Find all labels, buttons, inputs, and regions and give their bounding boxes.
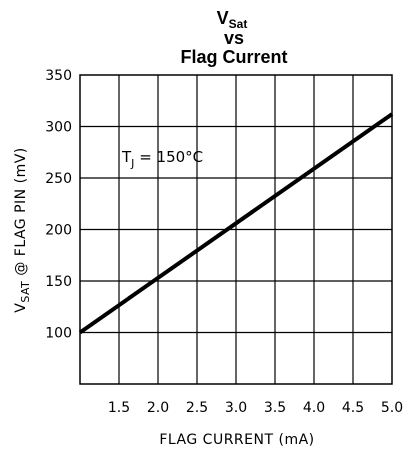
- x-tick-label: 1.5: [108, 400, 130, 416]
- x-tick-label: 3.0: [225, 400, 247, 416]
- annotation-rest: = 150°C: [134, 148, 203, 166]
- series-group: [78, 112, 394, 335]
- x-tick-label: 4.5: [342, 400, 364, 416]
- y-tick-label: 150: [45, 274, 72, 290]
- y-tick-label: 350: [45, 68, 72, 84]
- series-line-0: [78, 112, 394, 335]
- annotation-temperature: TJ = 150°C: [121, 148, 203, 170]
- y-axis-label: VSAT @ FLAG PIN (mV): [13, 147, 32, 313]
- ylabel-rest: @ FLAG PIN (mV): [13, 147, 29, 280]
- grid: [79, 74, 393, 385]
- y-tick-label: 300: [45, 120, 72, 136]
- chart-title-line2: vs: [224, 28, 244, 48]
- title-main: V: [217, 8, 229, 28]
- y-tick-label: 100: [45, 326, 72, 342]
- y-tick-labels: 100 150 200 250 300 350: [45, 68, 72, 342]
- x-tick-labels: 1.5 2.0 2.5 3.0 3.5 4.0 4.5 5.0: [108, 400, 403, 416]
- x-tick-label: 5.0: [381, 400, 403, 416]
- chart-title-line1: VSat: [217, 8, 248, 31]
- y-tick-label: 250: [45, 171, 72, 187]
- chart-title-line3: Flag Current: [180, 47, 287, 67]
- y-tick-label: 200: [45, 223, 72, 239]
- x-tick-label: 4.0: [303, 400, 325, 416]
- x-axis-label: FLAG CURRENT (mA): [159, 432, 314, 448]
- x-tick-label: 2.0: [147, 400, 169, 416]
- ylabel-sub: SAT: [19, 281, 32, 303]
- annotation-main: T: [121, 148, 132, 166]
- x-tick-label: 3.5: [264, 400, 286, 416]
- annotation-sub: J: [130, 157, 134, 170]
- x-tick-label: 2.5: [186, 400, 208, 416]
- title-sub: Sat: [229, 17, 248, 31]
- ylabel-main: V: [13, 303, 29, 313]
